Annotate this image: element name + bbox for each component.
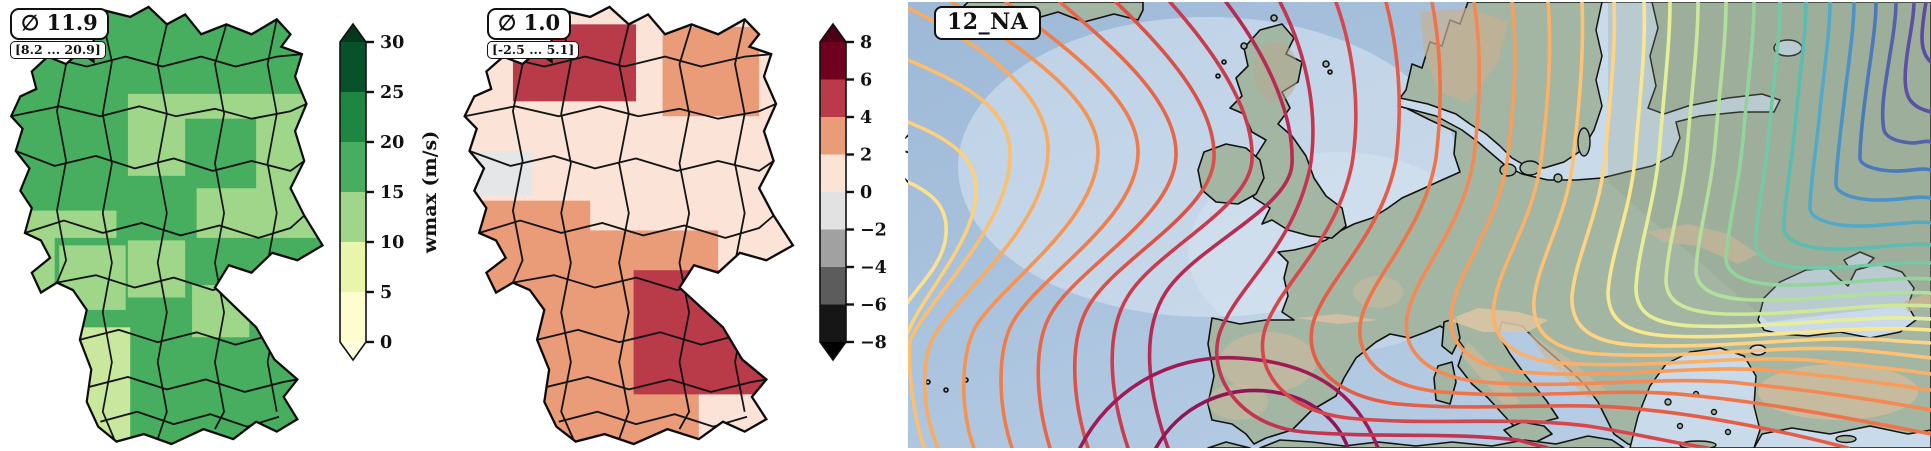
gotland [1577, 127, 1591, 157]
contour-line [1858, 2, 1931, 173]
bornholm [1553, 173, 1563, 183]
svg-text:−6: −6 [860, 296, 887, 316]
svg-text:10: 10 [380, 233, 404, 253]
shetland-islands [1322, 60, 1330, 68]
cyprus [1835, 434, 1857, 444]
azores [943, 387, 949, 393]
aegean-island [1710, 408, 1718, 416]
panel2-range-badge: [-2.5 ... 5.1] [487, 41, 580, 59]
islands [1499, 127, 1857, 448]
contour-line [1664, 2, 1931, 316]
colorbar-tick-labels: 8 6 4 2 0 −2 −4 −6 −8 [860, 33, 887, 353]
panel1-range-badge: [8.2 ... 20.9] [10, 41, 106, 59]
panel3-title-badge: 12_NA [934, 6, 1042, 40]
contour-line [1147, 2, 1294, 448]
orkney-islands [1270, 14, 1278, 22]
svg-text:−4: −4 [860, 258, 887, 278]
contour-line [1880, 2, 1931, 145]
contour-line [908, 58, 1012, 448]
district-borders [464, 9, 777, 440]
aegean-island [1724, 428, 1732, 436]
contour-line [1491, 2, 1931, 376]
contour-line [1532, 2, 1931, 360]
colorbar-tick-marks [846, 40, 854, 344]
zealand [1519, 160, 1541, 176]
germany-map-mean [9, 5, 325, 446]
contour-line [908, 120, 978, 334]
contour-line [1570, 2, 1931, 348]
svg-text:25: 25 [380, 83, 404, 103]
svg-text:4: 4 [860, 108, 872, 128]
colorbar-axis-label: wmax (m/s) [419, 131, 441, 254]
contour-line [1110, 2, 1254, 448]
basemap [908, 2, 1931, 448]
contour-line [1154, 388, 1350, 448]
contour-line [1694, 2, 1931, 302]
panel1-mean-badge: ∅ 11.9 [10, 8, 109, 41]
germany-map-anomaly [463, 5, 795, 446]
contour-line [1449, 2, 1931, 392]
svg-text:6: 6 [860, 71, 872, 91]
azores [925, 379, 931, 385]
contour-line [1920, 2, 1931, 64]
contour-line [1309, 2, 1850, 448]
north-africa [1207, 441, 1251, 448]
faroe-islands [1240, 42, 1248, 50]
colorbar-tick-marks [366, 40, 374, 344]
germany-districts-mean [11, 6, 323, 445]
contour-lines [908, 2, 1931, 448]
contour-line [1903, 2, 1931, 114]
contour-line [1606, 2, 1931, 339]
colorbar-mean: 30 25 20 15 10 5 0 wmax (m/s) [339, 22, 441, 362]
svg-text:0: 0 [380, 333, 392, 353]
svg-text:30: 30 [380, 33, 404, 53]
svg-text:5: 5 [380, 283, 392, 303]
svg-text:20: 20 [380, 133, 404, 153]
contour-line [908, 6, 1050, 448]
svg-text:2: 2 [860, 146, 872, 166]
contour-line [1634, 2, 1931, 329]
contour-line [1754, 2, 1931, 270]
contour-line [1260, 2, 1710, 448]
contour-line [950, 2, 1100, 448]
svg-text:−8: −8 [860, 333, 887, 353]
svg-text:−2: −2 [860, 221, 887, 241]
colorbar-tick-labels: 30 25 20 15 10 5 0 [380, 33, 404, 353]
europe-synoptic-map [908, 2, 1931, 448]
contour-line [1078, 355, 1380, 448]
svg-text:0: 0 [860, 183, 872, 203]
contour-line [1808, 2, 1931, 228]
hebrides [1221, 59, 1227, 65]
aegean-island [1676, 422, 1684, 430]
svg-text:8: 8 [860, 33, 872, 53]
shetland-islands [1327, 69, 1333, 75]
contour-line [1036, 2, 1178, 448]
hebrides [1215, 73, 1221, 79]
contour-line [999, 2, 1140, 448]
aegean-island [1664, 398, 1672, 406]
panel2-mean-badge: ∅ 1.0 [487, 8, 572, 41]
contour-line [1724, 2, 1931, 287]
contour-line [1782, 2, 1931, 251]
contour-line [908, 180, 948, 304]
contour-line [1358, 2, 1931, 436]
svg-text:15: 15 [380, 183, 404, 203]
contour-line [1214, 2, 1550, 448]
germany-districts-anomaly [464, 6, 793, 445]
contour-line [1404, 2, 1931, 412]
germany-outline [463, 5, 795, 446]
germany-outline [9, 5, 325, 446]
contour-line [1072, 2, 1216, 448]
contour-line [1834, 2, 1931, 202]
